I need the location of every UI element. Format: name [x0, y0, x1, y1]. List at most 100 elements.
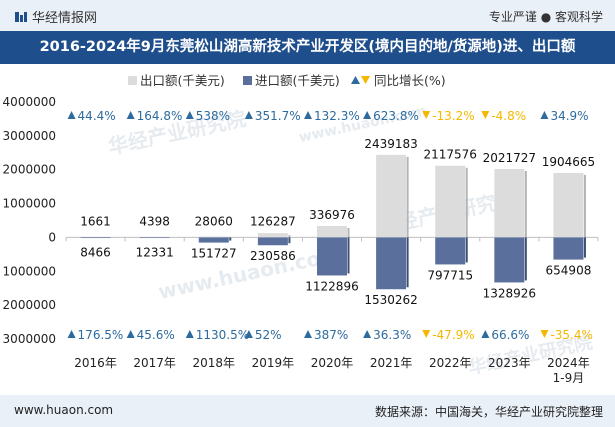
- import-value-label: 1122896: [305, 279, 358, 293]
- export-growth-label: 538%: [196, 109, 230, 123]
- import-bar: [257, 237, 288, 246]
- growth-up-icon: [126, 330, 135, 338]
- import-bar: [494, 237, 525, 283]
- export-value-label: 4398: [139, 214, 170, 228]
- export-bar: [317, 226, 347, 238]
- import-bar-shadow: [583, 237, 586, 258]
- x-category-line: 2018年: [193, 356, 236, 370]
- top-bar: 华经情报网 专业严谨 ● 客观科学: [0, 0, 615, 31]
- import-bar: [198, 237, 229, 243]
- x-category-line: 2021年: [370, 356, 413, 370]
- export-bar: [553, 172, 584, 238]
- growth-up-icon: [481, 330, 490, 338]
- import-value-label: 151727: [191, 247, 237, 261]
- y-tick-label: 2000000: [3, 298, 56, 312]
- import-bar-shadow: [288, 237, 291, 244]
- import-value-label: 8466: [80, 245, 111, 259]
- export-growth-label: -4.8%: [491, 109, 526, 123]
- import-bar-shadow: [465, 237, 468, 263]
- import-value-label: 1530262: [364, 293, 417, 307]
- import-bar: [80, 237, 111, 239]
- x-category-label: 2018年: [193, 356, 236, 370]
- growth-up-icon: [304, 330, 312, 338]
- export-value-label: 28060: [195, 214, 233, 228]
- growth-up-icon: [185, 111, 194, 119]
- import-growth-label: 45.6%: [137, 328, 175, 342]
- export-bar-shadow: [465, 167, 468, 238]
- brand-name: 华经情报网: [32, 11, 98, 26]
- legend-import-label: 进口额(千美元): [255, 73, 340, 88]
- import-value-label: 12331: [136, 245, 174, 259]
- export-growth-label: 623.8%: [373, 109, 419, 123]
- x-category-line: 1-9月: [553, 371, 585, 385]
- import-bar-shadow: [229, 237, 232, 241]
- x-category-line: 2019年: [252, 356, 295, 370]
- growth-down-icon: [540, 330, 549, 338]
- legend-growth-down-icon: [361, 76, 370, 84]
- export-bar-shadow: [347, 228, 350, 238]
- import-bar: [317, 237, 347, 276]
- x-axis: 2016年 2017年 2018年 2019年 2020年 2021年 2022年 2023年…: [74, 356, 589, 385]
- export-value-label: 2021727: [483, 151, 536, 165]
- tagline: 专业严谨 ● 客观科学: [488, 10, 603, 24]
- legend-growth-up-icon: [351, 76, 360, 84]
- growth-up-icon: [67, 111, 76, 119]
- x-category-line: 2023年: [488, 356, 531, 370]
- import-value-label: 1328926: [483, 286, 536, 300]
- brand: 华经情报网: [14, 7, 97, 26]
- x-category-label: 2019年: [252, 356, 295, 370]
- export-bar-shadow: [524, 170, 527, 238]
- data-labels: 1661 8466 4398 12331 28060 151727 126287 230586…: [80, 137, 595, 307]
- export-bar-shadow: [288, 235, 291, 238]
- x-category-line: 2022年: [429, 356, 472, 370]
- y-tick-label: 4000000: [3, 95, 56, 109]
- export-bar: [257, 233, 288, 238]
- legend-import-swatch: [243, 76, 252, 85]
- export-bar: [198, 236, 229, 238]
- export-bar: [435, 165, 466, 238]
- export-value-label: 2117576: [423, 148, 476, 162]
- export-bar: [494, 168, 525, 238]
- import-growth-label: 387%: [314, 328, 348, 342]
- export-bar: [376, 154, 407, 238]
- y-tick-label: 3000000: [3, 332, 56, 346]
- x-category-label: 2024年 1-9月: [547, 356, 590, 385]
- growth-up-icon: [540, 111, 549, 119]
- chart-title: 2016-2024年9月东莞松山湖高新技术产业开发区(境内目的地/货源地)进、出…: [0, 31, 615, 64]
- growth-down-icon: [422, 111, 431, 119]
- legend-export-label: 出口额(千美元): [140, 73, 225, 88]
- x-category-line: 2016年: [74, 356, 117, 370]
- import-bar-shadow: [524, 237, 527, 281]
- import-bar-shadow: [347, 237, 350, 274]
- export-bar-shadow: [406, 156, 409, 238]
- export-bar-shadow: [583, 174, 586, 238]
- legend-growth-label: 同比增长(%): [374, 73, 446, 88]
- import-bar: [435, 237, 466, 265]
- footer-source: 数据来源：中国海关，华经产业研究院整理: [374, 405, 603, 419]
- export-value-label: 2439183: [364, 137, 417, 151]
- import-value-label: 797715: [427, 268, 473, 282]
- x-category-label: 2020年: [311, 356, 354, 370]
- growth-up-icon: [363, 330, 372, 338]
- y-tick-label: 1000000: [3, 264, 56, 278]
- brand-logo-icon: [15, 12, 27, 22]
- footer-website[interactable]: www.huaon.com: [14, 403, 114, 417]
- export-value-label: 1904665: [542, 155, 595, 169]
- x-category-label: 2022年: [429, 356, 472, 370]
- import-value-label: 654908: [546, 264, 592, 278]
- y-tick-label: 3000000: [3, 129, 56, 143]
- legend: 出口额(千美元) 进口额(千美元) 同比增长(%): [128, 73, 446, 88]
- import-value-label: 230586: [250, 249, 296, 263]
- export-growth-label: 132.3%: [314, 109, 360, 123]
- x-category-line: 2017年: [133, 356, 176, 370]
- growth-down-icon: [422, 330, 431, 338]
- y-tick-label: 0: [48, 230, 56, 244]
- growth-up-icon: [363, 111, 372, 119]
- export-value-label: 126287: [250, 214, 296, 228]
- export-growth-label: 164.8%: [137, 109, 183, 123]
- y-axis: 4000000 3000000 2000000 1000000 0 1000000 2000…: [3, 95, 599, 346]
- import-growth-label: 36.3%: [373, 328, 411, 342]
- export-growth-label: 34.9%: [550, 109, 588, 123]
- bars: [80, 154, 586, 290]
- import-growth-label: -35.4%: [550, 328, 592, 342]
